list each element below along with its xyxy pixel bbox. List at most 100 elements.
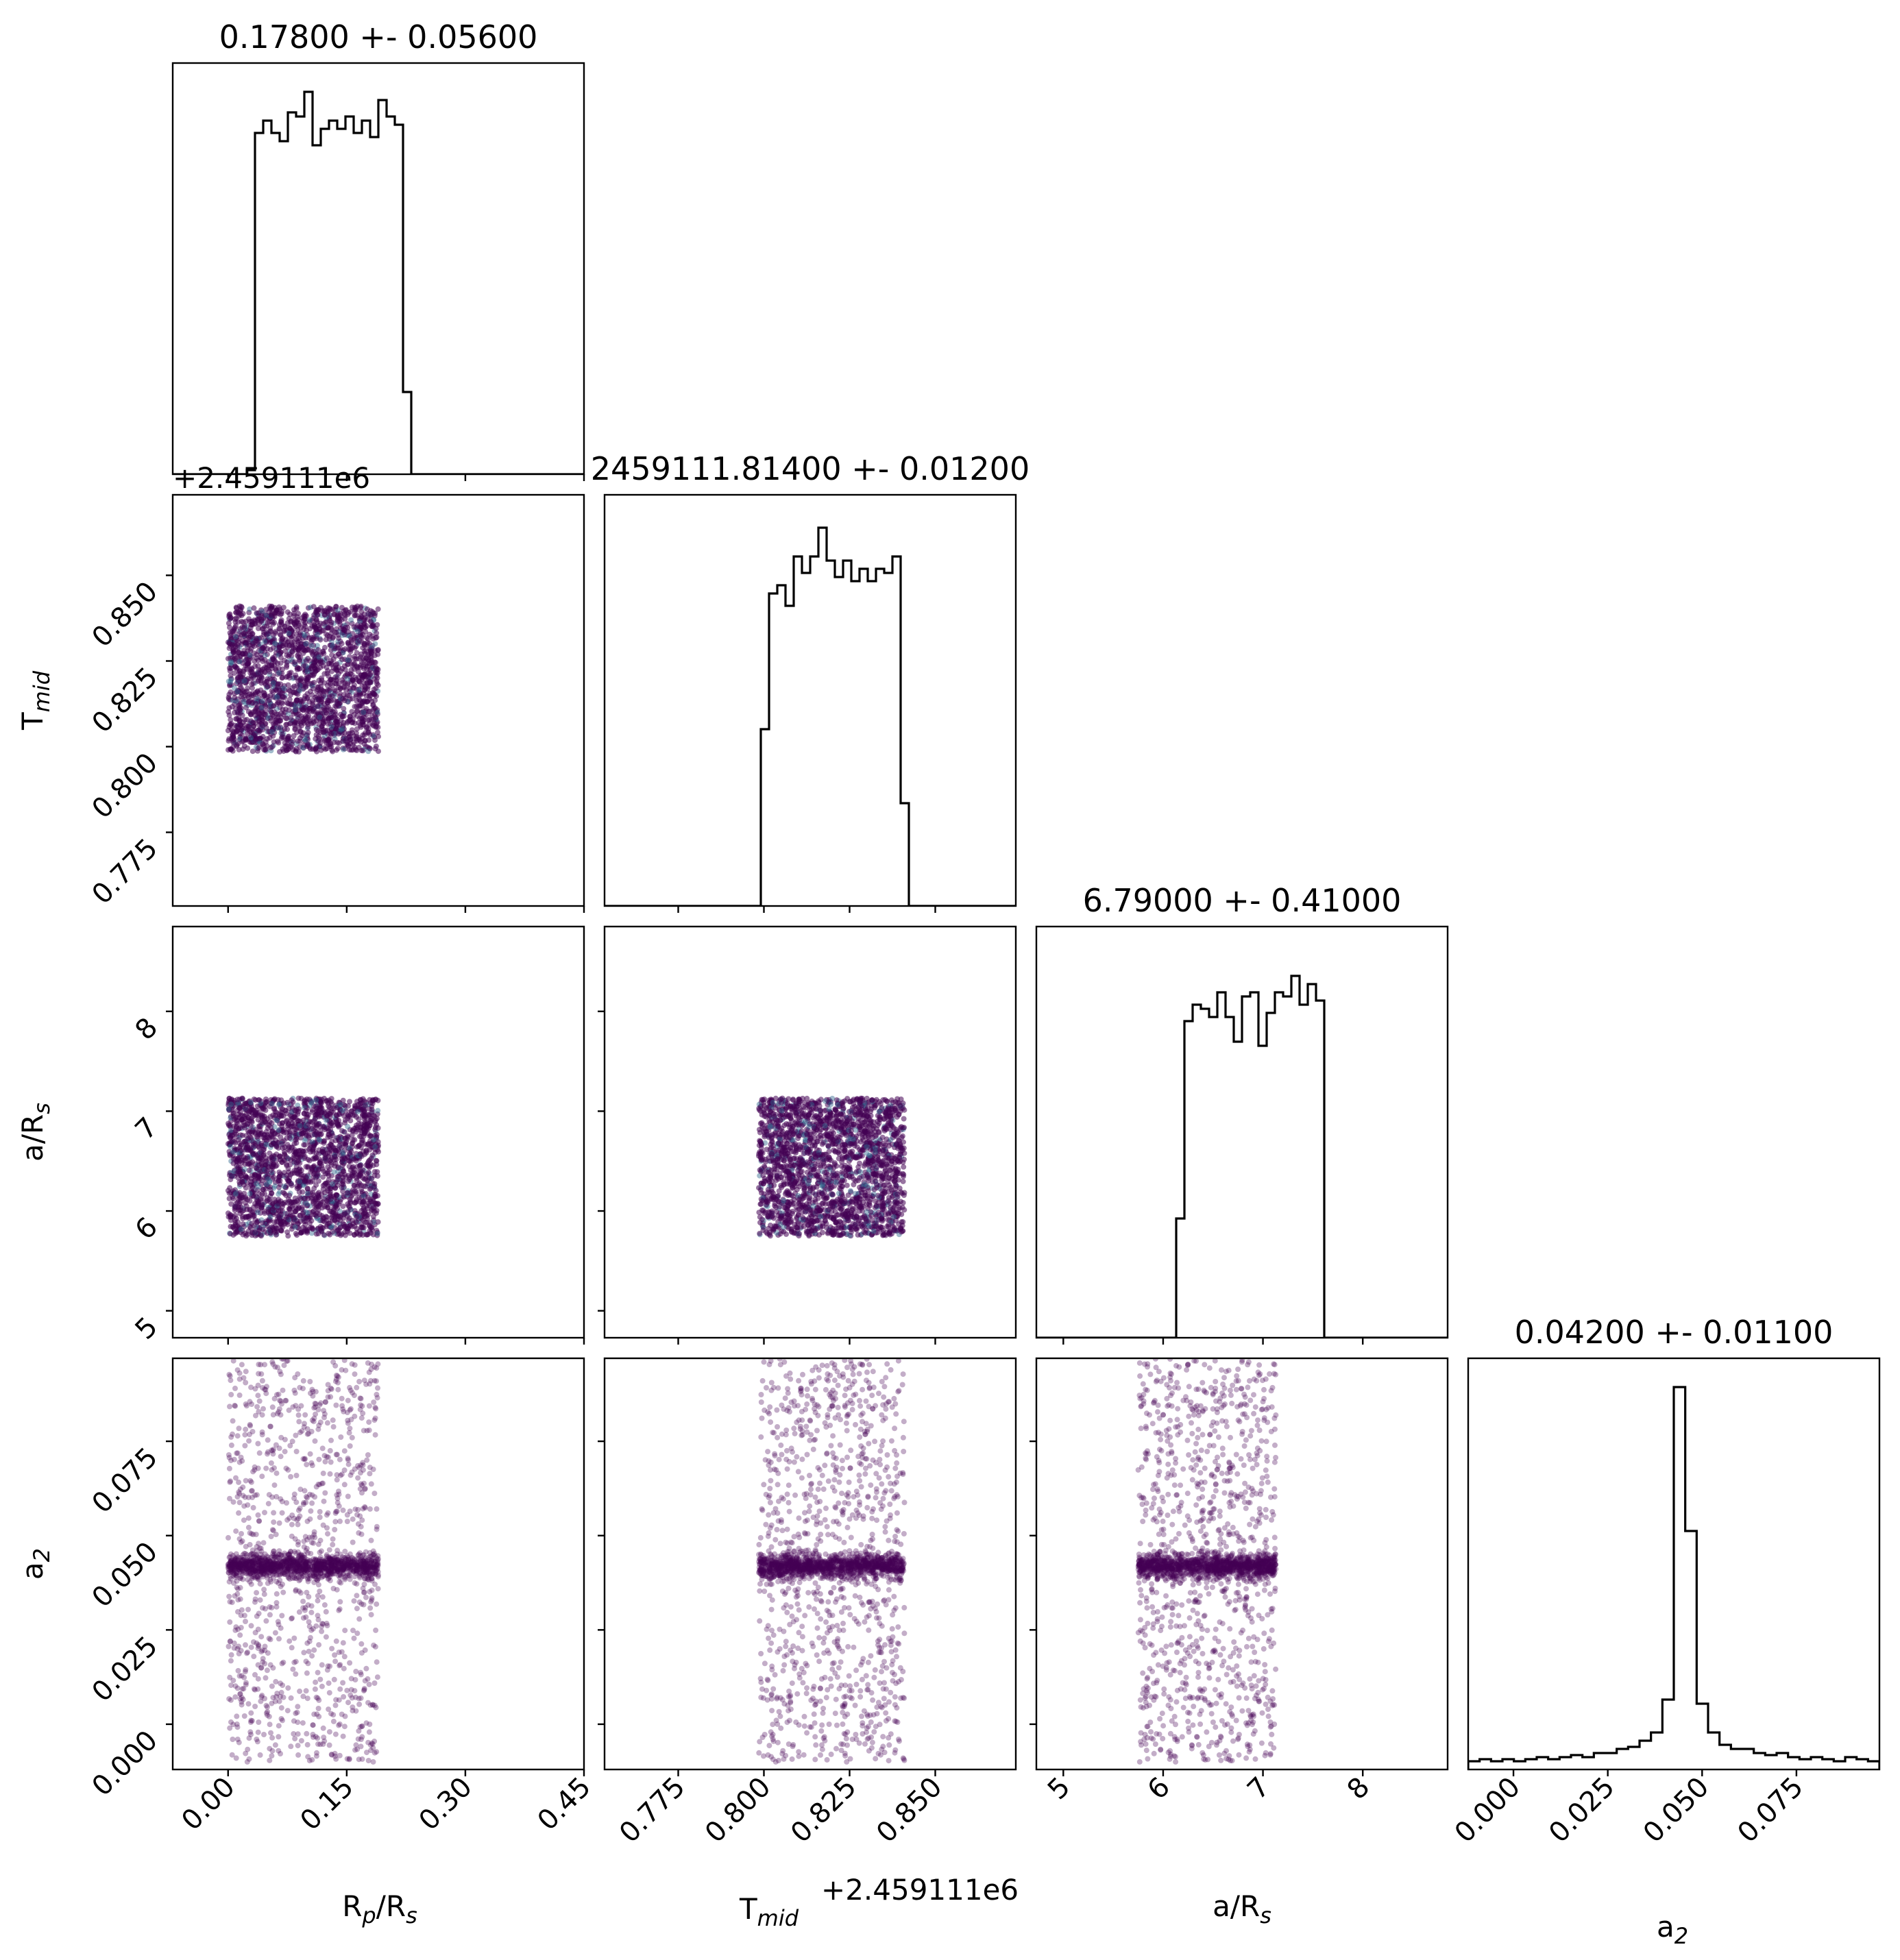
sample-point — [313, 746, 319, 751]
sample-point — [254, 672, 260, 678]
sample-point — [232, 1222, 239, 1227]
sample-point — [312, 665, 318, 671]
sample-point — [362, 1210, 368, 1216]
sample-point — [336, 703, 342, 709]
sample-point — [228, 1097, 234, 1103]
sample-point — [280, 1120, 285, 1126]
sample-point — [239, 638, 245, 644]
sample-point — [349, 727, 355, 733]
sample-point — [238, 657, 244, 663]
sample-point — [292, 1137, 298, 1143]
sample-point — [308, 705, 314, 711]
sample-point — [247, 652, 253, 659]
sample-point — [252, 1140, 258, 1147]
sample-point — [237, 1125, 243, 1131]
sample-point — [295, 665, 301, 671]
sample-point — [369, 622, 376, 628]
sample-point — [344, 1190, 350, 1196]
sample-point — [345, 1113, 351, 1119]
sample-point — [230, 1194, 236, 1200]
sample-point — [232, 619, 239, 625]
sample-point — [241, 1166, 247, 1173]
sample-point — [358, 654, 363, 660]
sample-point — [332, 1214, 339, 1221]
sample-point — [262, 657, 268, 663]
sample-point — [300, 1189, 306, 1195]
sample-point — [267, 1187, 273, 1192]
sample-point — [335, 1135, 341, 1141]
sample-point — [368, 1119, 374, 1125]
sample-point — [232, 1191, 239, 1197]
sample-point — [241, 698, 247, 705]
sample-point — [228, 1177, 234, 1183]
sample-point — [289, 635, 295, 641]
sample-point — [232, 1217, 238, 1223]
sample-point — [234, 1147, 240, 1152]
sample-point — [347, 1204, 353, 1210]
sample-point — [278, 632, 284, 638]
sample-point — [326, 1121, 332, 1127]
sample-point — [273, 687, 280, 694]
sample-point — [293, 1107, 299, 1114]
sample-point — [305, 736, 311, 742]
sample-point — [230, 648, 236, 654]
sample-point — [238, 705, 244, 711]
sample-point — [356, 1173, 362, 1179]
sample-point — [287, 696, 293, 702]
sample-point — [276, 644, 282, 650]
sample-point — [374, 1231, 380, 1237]
sample-point — [278, 619, 284, 625]
sample-point — [296, 1185, 302, 1191]
sample-point — [269, 1176, 276, 1182]
sample-point — [295, 678, 302, 684]
sample-point — [310, 685, 316, 691]
sample-point — [365, 744, 371, 750]
sample-point — [324, 619, 330, 625]
sample-point — [236, 674, 241, 681]
sample-point — [271, 1162, 277, 1168]
sample-point — [358, 1186, 365, 1192]
sample-point — [339, 1128, 345, 1134]
sample-point — [308, 1169, 314, 1175]
sample-point — [248, 711, 254, 718]
sample-point — [330, 709, 336, 715]
sample-point — [315, 661, 321, 667]
sample-point — [231, 1123, 236, 1129]
sample-point — [232, 657, 239, 663]
sample-point — [290, 1099, 296, 1105]
sample-point — [325, 1100, 331, 1106]
sample-point — [243, 1106, 249, 1112]
sample-point — [360, 748, 366, 754]
sample-point — [281, 1184, 287, 1190]
sample-point — [226, 678, 232, 685]
sample-point — [369, 1175, 375, 1181]
sample-point — [354, 663, 360, 670]
sample-point — [341, 1212, 347, 1218]
sample-point — [272, 1112, 278, 1118]
sample-point — [340, 696, 346, 702]
sample-point — [288, 691, 294, 698]
sample-point — [313, 630, 319, 636]
sample-point — [245, 731, 251, 737]
sample-point — [287, 611, 293, 617]
sample-point — [372, 697, 378, 703]
sample-point — [313, 726, 319, 733]
sample-point — [292, 725, 298, 731]
sample-point — [275, 1178, 281, 1184]
sample-point — [304, 1126, 310, 1132]
sample-point — [269, 661, 275, 667]
sample-point — [241, 1101, 247, 1107]
sample-point — [297, 1179, 304, 1185]
sample-point — [323, 1117, 329, 1123]
sample-point — [337, 711, 343, 718]
sample-point — [284, 743, 290, 749]
sample-point — [344, 676, 350, 682]
sample-point — [303, 1099, 309, 1105]
sample-point — [325, 700, 330, 706]
sample-point — [268, 611, 274, 617]
sample-point — [265, 1206, 271, 1212]
sample-point — [296, 1148, 302, 1154]
sample-point — [226, 1106, 232, 1112]
sample-point — [351, 635, 357, 641]
sample-point — [342, 1103, 348, 1109]
